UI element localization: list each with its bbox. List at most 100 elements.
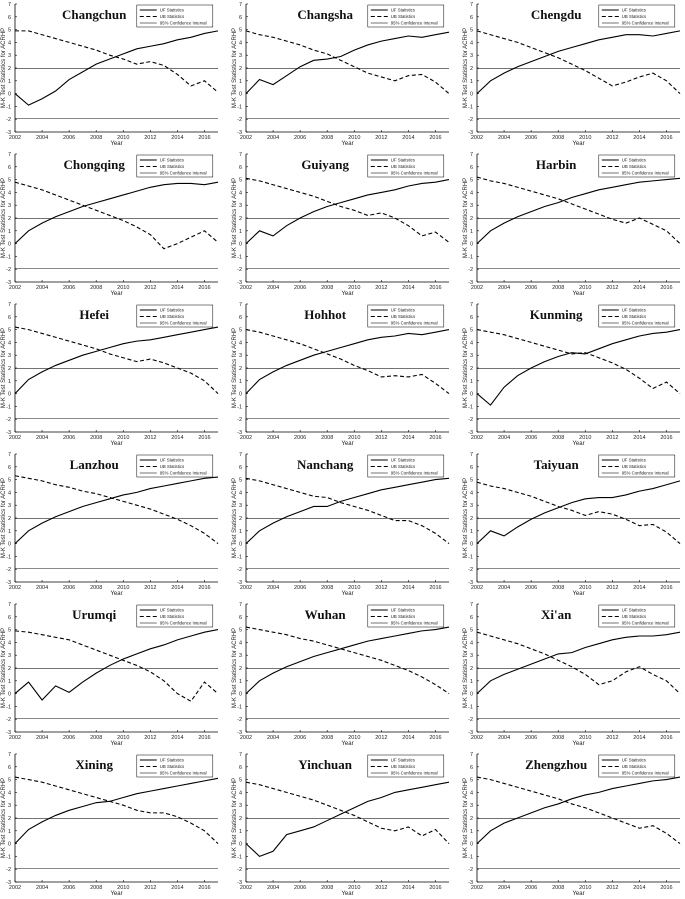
y-tick-label: 7 [470,2,473,8]
y-tick-label: -3 [6,280,11,286]
y-tick-label: -2 [237,117,242,123]
y-tick-label: 7 [239,302,242,308]
x-tick-label: 2006 [525,735,537,741]
uf-series-line [14,181,219,244]
legend-entry: 95% Confidence Interval [622,771,669,776]
chart-title: Xi'an [541,607,572,622]
uf-series-line [476,480,681,544]
ub-series-line [476,631,681,694]
chart-panel-lanzhou: -3 -2 -1 0 1 2 3 4 5 6 7 2002 2004 2006 2008 2010 2012 20… [1,452,219,596]
chart-panel-changsha: -3 -2 -1 0 1 2 3 4 5 6 7 2002 2004 2006 2008 2010 2012 20… [232,2,450,146]
x-tick-label: 2004 [36,435,48,441]
x-axis-label: Year [341,891,353,896]
x-tick-label: 2012 [606,435,618,441]
y-tick-label: 6 [239,315,242,321]
x-tick-label: 2008 [321,435,333,441]
x-tick-label: 2010 [348,285,360,291]
x-tick-label: 2016 [429,135,441,141]
x-tick-label: 2016 [429,735,441,741]
ub-series-line [476,30,681,94]
y-tick-label: -2 [468,867,473,873]
y-tick-label: 6 [8,165,11,171]
x-tick-label: 2006 [525,285,537,291]
legend-entry: UF Statistics [622,458,646,463]
y-tick-label: 6 [470,315,473,321]
y-tick-label: 0 [8,542,11,548]
x-tick-label: 2010 [579,585,591,591]
y-tick-label: 4 [8,190,11,196]
chart-title: Chongqing [63,157,125,172]
y-tick-label: 7 [8,452,11,458]
x-tick-label: 2012 [375,585,387,591]
y-tick-label: 0 [8,692,11,698]
ub-series-line [14,630,219,703]
y-tick-label: 1 [8,829,11,835]
legend-entry: 95% Confidence Interval [391,21,438,26]
legend-entry: UB Statistics [160,614,184,619]
x-tick-label: 2006 [63,885,75,891]
y-tick-label: -2 [237,717,242,723]
y-tick-label: 2 [239,66,242,72]
chart-panel-chengdu: -3 -2 -1 0 1 2 3 4 5 6 7 2002 2004 2006 2008 2010 2012 20… [463,2,681,146]
x-tick-label: 2008 [90,285,102,291]
x-tick-label: 2004 [267,135,279,141]
x-tick-label: 2008 [321,285,333,291]
chart-title: Guiyang [301,157,349,172]
y-tick-label: 5 [8,178,11,184]
y-tick-label: 5 [239,778,242,784]
x-tick-label: 2002 [471,585,483,591]
legend-entry: 95% Confidence Interval [391,321,438,326]
chart-title: Xining [75,757,113,772]
x-tick-label: 2016 [429,585,441,591]
x-tick-label: 2010 [579,435,591,441]
y-tick-label: -1 [6,704,11,710]
y-tick-label: 3 [8,353,11,359]
x-tick-label: 2004 [267,585,279,591]
x-tick-label: 2016 [198,585,210,591]
x-axis-label: Year [572,291,584,296]
legend-entry: 95% Confidence Interval [622,621,669,626]
x-axis-label: Year [110,591,122,596]
y-tick-label: -2 [237,267,242,273]
chart-title: Zhengzhou [525,757,587,772]
y-tick-label: 6 [470,465,473,471]
x-tick-label: 2008 [321,885,333,891]
x-tick-label: 2010 [117,285,129,291]
x-tick-label: 2008 [90,585,102,591]
uf-series-line [245,179,450,244]
x-tick-label: 2002 [240,135,252,141]
x-tick-label: 2010 [348,585,360,591]
y-tick-label: 0 [239,842,242,848]
y-tick-label: 5 [470,328,473,334]
legend-entry: UB Statistics [160,164,184,169]
y-tick-label: 2 [8,216,11,222]
x-tick-label: 2008 [552,435,564,441]
y-tick-label: 5 [8,778,11,784]
uf-series-line [476,776,681,844]
y-tick-label: -3 [468,430,473,436]
y-axis-label: M-K Test Statistics for ACRHP [232,178,238,258]
x-axis-label: Year [341,141,353,146]
chart-title: Taiyuan [534,457,580,472]
x-tick-label: 2008 [552,885,564,891]
uf-series-line [14,30,219,106]
x-tick-label: 2010 [348,435,360,441]
x-tick-label: 2014 [633,885,645,891]
legend-entry: 95% Confidence Interval [391,771,438,776]
y-tick-label: 3 [470,503,473,509]
y-tick-label: 1 [239,529,242,535]
chart-title: Wuhan [305,607,347,622]
x-tick-label: 2006 [525,885,537,891]
y-tick-label: 4 [8,640,11,646]
y-tick-label: 4 [8,340,11,346]
x-tick-label: 2004 [498,135,510,141]
x-tick-label: 2010 [117,435,129,441]
chart-title: Chengdu [531,7,582,22]
y-tick-label: 6 [8,615,11,621]
y-axis-label: M-K Test Statistics for ACRHP [463,478,469,558]
x-tick-label: 2014 [171,435,183,441]
y-tick-label: -3 [237,280,242,286]
y-tick-label: -1 [468,554,473,560]
x-tick-label: 2012 [375,435,387,441]
uf-series-line [14,777,219,844]
